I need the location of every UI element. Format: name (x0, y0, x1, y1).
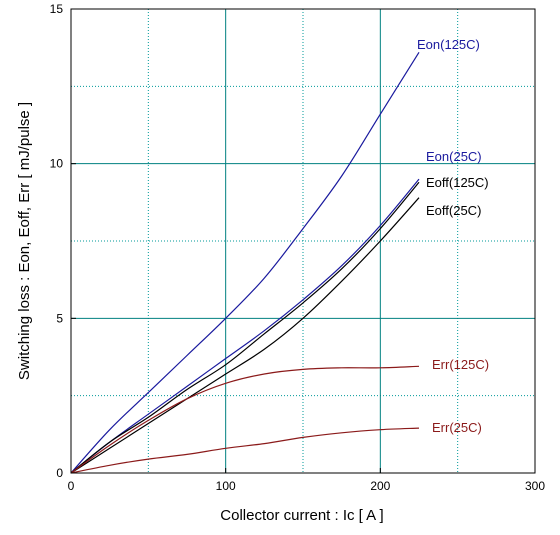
series-line-err-125c (70, 365, 420, 474)
x-tick-label: 100 (216, 479, 236, 493)
tick-layer: 0 100 200 300 0 5 10 15 (50, 2, 546, 493)
series-line-eoff-125c (70, 181, 420, 474)
x-tick-label: 300 (525, 479, 545, 493)
series-line-eoff-25c (70, 197, 420, 474)
series-label-eon-25c: Eon(25C) (426, 149, 482, 164)
series-layer (70, 51, 420, 474)
series-label-eoff-125c: Eoff(125C) (426, 175, 489, 190)
x-tick-label: 200 (370, 479, 390, 493)
y-axis-title: Switching loss : Eon, Eoff, Err [ mJ/pul… (16, 102, 33, 380)
y-tick-label: 0 (56, 466, 63, 480)
y-tick-label: 15 (50, 2, 64, 16)
series-line-err-25c (70, 427, 420, 474)
grid-layer (71, 9, 535, 473)
series-label-err-25c: Err(25C) (432, 420, 482, 435)
x-tick-label: 0 (68, 479, 75, 493)
x-axis-title: Collector current : Ic [ A ] (220, 507, 383, 524)
plot-frame (70, 8, 536, 474)
series-line-eon-125c (70, 51, 420, 474)
series-line-eon-25c (70, 178, 420, 474)
series-label-eon-125c: Eon(125C) (417, 37, 480, 52)
y-tick-label: 10 (50, 157, 64, 171)
y-tick-label: 5 (56, 311, 63, 325)
series-label-err-125c: Err(125C) (432, 357, 489, 372)
label-layer: Eon(125C) Eon(25C) Eoff(125C) Eoff(25C) Err(… (417, 37, 489, 435)
series-label-eoff-25c: Eoff(25C) (426, 203, 481, 218)
